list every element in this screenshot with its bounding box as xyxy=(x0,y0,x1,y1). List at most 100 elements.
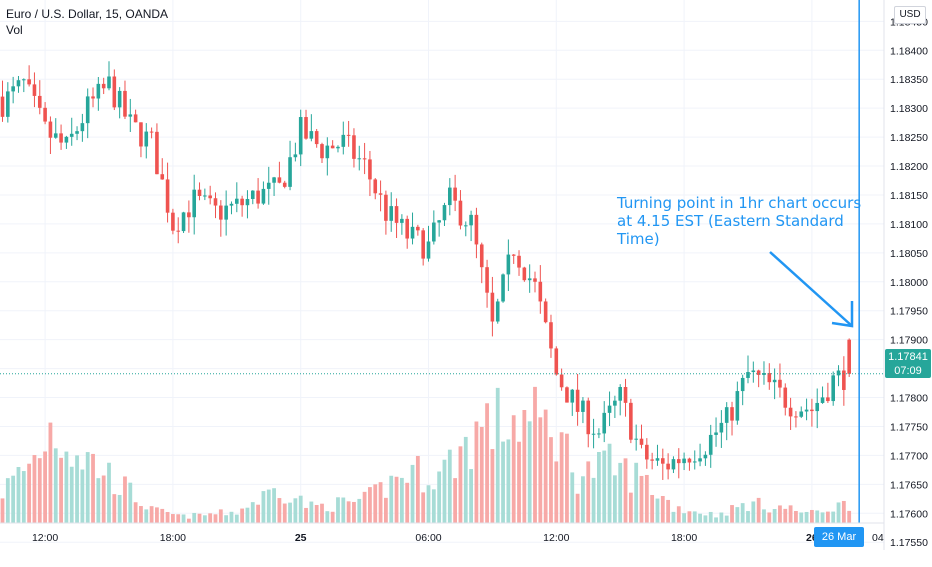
candle-body[interactable] xyxy=(815,402,820,412)
candle-body[interactable] xyxy=(75,131,79,134)
candle-body[interactable] xyxy=(235,198,239,204)
candle-body[interactable] xyxy=(490,292,495,322)
candle-body[interactable] xyxy=(59,133,63,143)
candle-body[interactable] xyxy=(192,189,196,218)
candle-body[interactable] xyxy=(778,379,782,388)
candle-body[interactable] xyxy=(511,254,516,256)
candle-body[interactable] xyxy=(682,458,686,464)
candle-body[interactable] xyxy=(16,80,21,87)
candle-body[interactable] xyxy=(346,134,351,136)
candle-body[interactable] xyxy=(442,205,447,221)
candle-body[interactable] xyxy=(187,212,191,218)
candle-body[interactable] xyxy=(495,301,500,322)
candle-body[interactable] xyxy=(453,187,457,201)
candle-body[interactable] xyxy=(570,389,575,403)
candle-body[interactable] xyxy=(394,206,399,223)
candle-body[interactable] xyxy=(400,218,404,223)
candle-body[interactable] xyxy=(27,79,31,85)
candle-body[interactable] xyxy=(144,131,149,147)
candle-body[interactable] xyxy=(250,190,255,199)
annotation-text[interactable]: Turning point in 1hr chart occurs at 4.1… xyxy=(617,194,867,248)
symbol-title[interactable]: Euro / U.S. Dollar, 15, OANDA xyxy=(6,7,169,21)
candle-body[interactable] xyxy=(607,405,612,413)
candle-body[interactable] xyxy=(165,179,170,213)
candle-body[interactable] xyxy=(112,76,117,108)
candle-body[interactable] xyxy=(245,198,250,206)
candle-body[interactable] xyxy=(181,212,186,232)
candle-body[interactable] xyxy=(671,459,676,470)
candle-body[interactable] xyxy=(314,131,319,145)
candle-body[interactable] xyxy=(261,188,266,204)
candlestick-chart[interactable]: 1.184501.184001.183501.183001.182501.182… xyxy=(0,0,932,550)
candle-body[interactable] xyxy=(767,373,772,383)
candle-body[interactable] xyxy=(277,177,282,183)
candle-body[interactable] xyxy=(362,158,367,160)
candle-body[interactable] xyxy=(22,79,26,81)
candle-body[interactable] xyxy=(575,389,580,412)
candle-body[interactable] xyxy=(341,134,346,147)
candle-body[interactable] xyxy=(304,117,308,139)
candle-body[interactable] xyxy=(826,397,830,402)
candle-body[interactable] xyxy=(549,322,553,349)
candle-body[interactable] xyxy=(37,95,42,108)
candle-body[interactable] xyxy=(692,461,697,463)
candle-body[interactable] xyxy=(842,370,846,390)
candle-body[interactable] xyxy=(586,400,591,435)
candle-body[interactable] xyxy=(698,458,702,462)
candle-body[interactable] xyxy=(432,222,436,242)
candle-body[interactable] xyxy=(229,203,234,206)
candle-body[interactable] xyxy=(714,432,718,435)
candle-body[interactable] xyxy=(762,373,766,375)
candle-body[interactable] xyxy=(64,136,69,143)
candle-body[interactable] xyxy=(282,182,287,187)
currency-unit-badge[interactable]: USD xyxy=(894,6,926,24)
candle-body[interactable] xyxy=(522,267,527,281)
candle-body[interactable] xyxy=(650,459,654,461)
candle-body[interactable] xyxy=(448,187,452,206)
candle-body[interactable] xyxy=(740,377,745,392)
candle-body[interactable] xyxy=(213,198,218,206)
candle-body[interactable] xyxy=(378,193,383,195)
candle-body[interactable] xyxy=(474,214,479,245)
candle-body[interactable] xyxy=(506,254,511,275)
candle-body[interactable] xyxy=(384,194,388,221)
candle-body[interactable] xyxy=(176,230,181,232)
candle-body[interactable] xyxy=(708,434,713,455)
candle-body[interactable] xyxy=(591,433,596,435)
candle-body[interactable] xyxy=(517,255,521,268)
candle-body[interactable] xyxy=(421,230,425,259)
candle-body[interactable] xyxy=(256,190,260,204)
candle-body[interactable] xyxy=(330,145,335,149)
candle-body[interactable] xyxy=(634,438,638,440)
candle-body[interactable] xyxy=(101,83,106,89)
candle-body[interactable] xyxy=(527,278,532,281)
candle-body[interactable] xyxy=(661,458,665,464)
candle-body[interactable] xyxy=(336,146,340,149)
candle-body[interactable] xyxy=(719,422,724,433)
candle-body[interactable] xyxy=(224,205,228,220)
candle-body[interactable] xyxy=(804,409,809,412)
candle-body[interactable] xyxy=(208,195,212,199)
candle-body[interactable] xyxy=(565,387,569,403)
candle-body[interactable] xyxy=(538,281,543,302)
candle-body[interactable] xyxy=(533,278,537,282)
candle-body[interactable] xyxy=(32,84,37,96)
candle-body[interactable] xyxy=(559,374,564,388)
candle-body[interactable] xyxy=(751,370,756,373)
candle-body[interactable] xyxy=(149,131,154,133)
candle-body[interactable] xyxy=(171,212,175,231)
candle-body[interactable] xyxy=(788,407,793,417)
candle-body[interactable] xyxy=(197,189,202,196)
candle-body[interactable] xyxy=(724,407,729,423)
candle-body[interactable] xyxy=(703,454,708,459)
candle-body[interactable] xyxy=(410,226,415,239)
candle-body[interactable] xyxy=(847,339,851,374)
candle-body[interactable] xyxy=(240,198,244,206)
candle-body[interactable] xyxy=(746,372,750,378)
time-axis[interactable]: 12:00 18:00 25 06:00 12:00 18:00 26 04 xyxy=(32,532,884,544)
candle-body[interactable] xyxy=(0,96,5,117)
candle-body[interactable] xyxy=(357,158,362,160)
candle-body[interactable] xyxy=(469,214,473,226)
candle-body[interactable] xyxy=(219,205,223,220)
candle-body[interactable] xyxy=(155,131,159,175)
